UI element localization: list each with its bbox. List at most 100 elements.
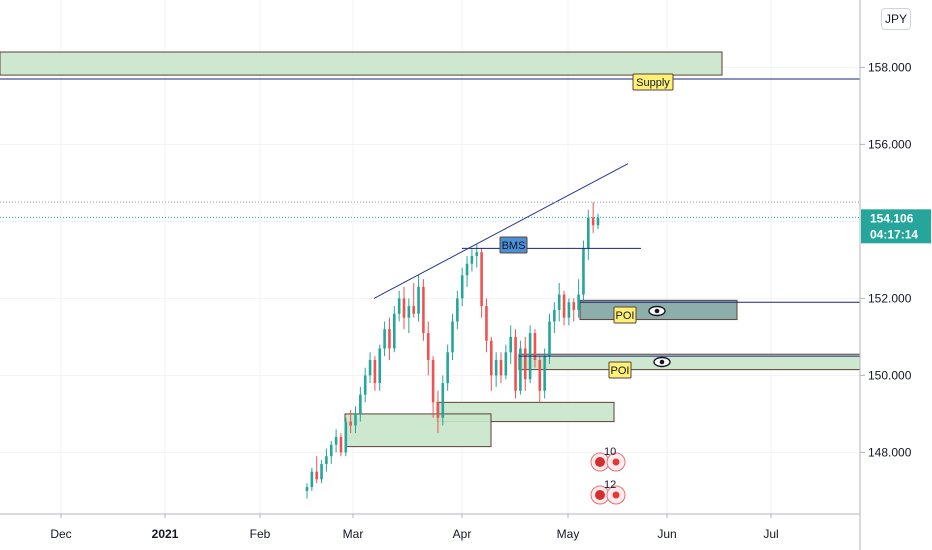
price-tick-label: 150.000: [868, 368, 912, 382]
price-tick-label: 158.000: [868, 60, 912, 74]
price-tick-label: 148.000: [868, 445, 912, 459]
candle: [305, 483, 309, 499]
candle: [310, 467, 314, 491]
candle: [533, 329, 537, 368]
candle-body: [480, 252, 483, 307]
candle: [320, 460, 323, 484]
candle: [397, 290, 401, 322]
candle: [446, 344, 449, 391]
candle-body: [538, 360, 542, 391]
countdown-label: 04:17:14: [870, 227, 918, 241]
candle: [591, 202, 595, 233]
event-marker: 10: [590, 446, 626, 472]
candle: [417, 275, 420, 322]
candle: [553, 302, 556, 334]
event-marker: 12: [590, 479, 626, 505]
candle-body: [378, 348, 382, 384]
svg-text:12: 12: [604, 479, 616, 491]
candle-body: [363, 375, 367, 395]
candle-body: [320, 463, 323, 480]
candle: [436, 390, 440, 434]
candle-body: [339, 437, 343, 453]
candle: [465, 256, 469, 287]
candle-body: [504, 352, 508, 376]
poi-label-lower: POI: [608, 361, 632, 379]
candle-body: [582, 248, 585, 295]
candle: [562, 290, 566, 326]
drawings: [0, 78, 860, 357]
candle: [407, 298, 411, 334]
candle: [359, 386, 362, 422]
candle: [538, 356, 542, 403]
candle-body: [557, 294, 561, 310]
currency-button[interactable]: JPY: [881, 8, 911, 30]
time-tick-label: Dec: [50, 527, 71, 541]
candle-body: [388, 329, 391, 349]
flag-icon: [595, 457, 605, 467]
candle-body: [407, 306, 411, 318]
candle-body: [587, 217, 590, 249]
candle: [587, 209, 590, 260]
candle-body: [499, 360, 503, 376]
candle-body: [354, 413, 357, 426]
candle-body: [325, 456, 328, 464]
candle: [329, 440, 333, 464]
candle-body: [441, 383, 445, 418]
time-tick-label: Apr: [453, 527, 472, 541]
candle-body: [533, 333, 537, 360]
candle-body: [553, 309, 556, 322]
svg-text:Supply: Supply: [636, 77, 670, 89]
last-price-label: 154.106: [870, 211, 914, 225]
supply-zone: [0, 51, 723, 76]
time-axis[interactable]: Dec 2021 Feb Mar Apr May Jun Jul: [0, 513, 860, 541]
candle: [557, 283, 561, 322]
candle-body: [417, 286, 420, 314]
candle: [519, 340, 522, 395]
candle-body: [402, 298, 406, 318]
last-price-tag: 154.106 04:17:14: [861, 209, 931, 244]
candle: [490, 336, 493, 391]
trendline: [373, 163, 629, 299]
candle: [315, 456, 318, 484]
candle-body: [359, 394, 362, 414]
poi-label-upper: POI: [613, 306, 637, 324]
candle: [354, 406, 357, 434]
time-tick-label: 2021: [152, 527, 179, 541]
time-tick-label: Jun: [657, 527, 676, 541]
candle-body: [393, 313, 396, 349]
candle: [349, 410, 352, 434]
candle: [480, 248, 483, 318]
eye-icon: [653, 356, 671, 368]
candle-body: [373, 360, 377, 384]
flag-icon: [612, 458, 620, 466]
candle: [456, 290, 459, 330]
candle-body: [431, 360, 435, 403]
candle-body: [426, 333, 430, 360]
candle-body: [446, 352, 449, 384]
candle-body: [397, 298, 401, 314]
demand-zone-b: [344, 413, 492, 448]
candle-body: [383, 329, 386, 349]
candle: [363, 367, 367, 403]
zones: [0, 51, 861, 448]
candle: [325, 448, 328, 472]
bms-label: BMS: [499, 236, 528, 254]
candle-body: [509, 336, 512, 353]
svg-text:10: 10: [604, 446, 616, 458]
candle-body: [329, 444, 333, 457]
price-axis[interactable]: 158.000 156.000 152.000 150.000 148.000 154.1…: [859, 0, 931, 550]
candle-body: [523, 348, 527, 380]
candle-body: [577, 294, 580, 310]
candle: [368, 352, 372, 384]
candle-body: [514, 336, 517, 391]
candle-body: [334, 437, 338, 445]
zone-labels: Supply POI POI BMS: [499, 73, 674, 379]
candle: [402, 286, 406, 330]
candle: [388, 317, 391, 360]
candle-body: [591, 217, 595, 226]
candle: [426, 321, 430, 376]
candle-body: [315, 471, 318, 480]
candle: [596, 213, 600, 230]
time-tick-label: Jul: [763, 527, 778, 541]
